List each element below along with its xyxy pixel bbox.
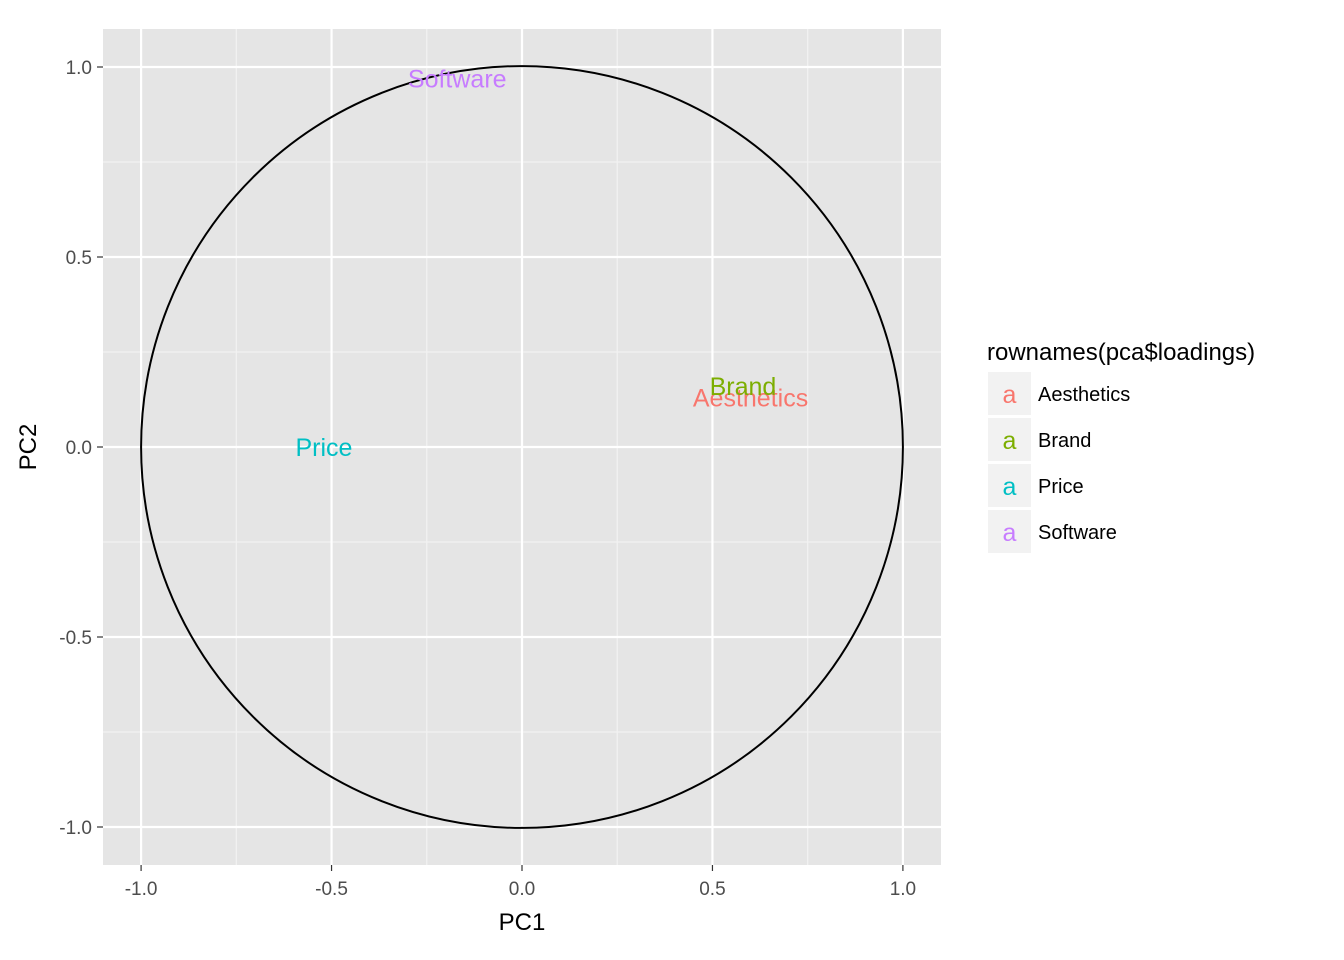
legend-key-glyph: a: [1003, 519, 1017, 547]
y-axis-ticks: -1.0 -0.5 0.0 0.5 1.0: [59, 58, 103, 839]
y-tick-label: -1.0: [59, 818, 92, 839]
legend-label-price: Price: [1038, 476, 1084, 498]
x-axis-ticks: -1.0 -0.5 0.0 0.5 1.0: [125, 865, 916, 900]
y-axis-title: PC2: [15, 424, 42, 471]
y-tick-label: 0.5: [66, 248, 92, 269]
x-axis-title: PC1: [499, 909, 546, 936]
legend-label-brand: Brand: [1038, 430, 1091, 452]
legend-label-software: Software: [1038, 522, 1117, 544]
point-label-software: Software: [408, 65, 507, 93]
x-tick-label: 1.0: [890, 879, 916, 900]
x-tick-label: -1.0: [125, 879, 158, 900]
point-label-aesthetics: Aesthetics: [693, 385, 808, 413]
x-tick-label: 0.0: [509, 879, 535, 900]
legend-title: rownames(pca$loadings): [987, 339, 1255, 366]
y-tick-label: -0.5: [59, 628, 92, 649]
legend-key-glyph: a: [1003, 473, 1017, 501]
point-label-brand: Brand: [710, 373, 777, 401]
legend: rownames(pca$loadings) a Aesthetics a Brand…: [987, 339, 1255, 553]
legend-key-aesthetics: [988, 372, 1031, 415]
legend-key-glyph: a: [1003, 381, 1017, 409]
legend-key-software: [988, 510, 1031, 553]
x-tick-label: 0.5: [699, 879, 725, 900]
legend-key-price: [988, 464, 1031, 507]
y-tick-label: 0.0: [66, 438, 92, 459]
x-tick-label: -0.5: [315, 879, 348, 900]
legend-label-aesthetics: Aesthetics: [1038, 384, 1130, 406]
legend-key-glyph: a: [1003, 427, 1017, 455]
y-tick-label: 1.0: [66, 58, 92, 79]
legend-key-brand: [988, 418, 1031, 461]
unit-circle: [140, 65, 904, 829]
point-label-price: Price: [295, 434, 352, 462]
